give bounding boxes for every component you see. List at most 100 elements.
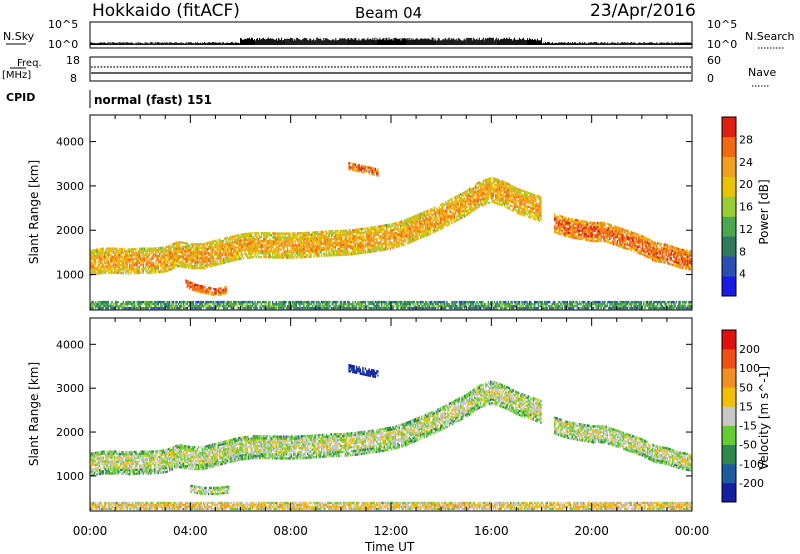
heatmap-cell (496, 186, 498, 189)
heatmap-cell (137, 261, 140, 264)
heatmap-cell (448, 209, 451, 212)
heatmap-cell (449, 218, 452, 221)
heatmap-cell (472, 191, 474, 194)
heatmap-cell (342, 241, 344, 245)
heatmap-cell (630, 245, 632, 248)
heatmap-cell (271, 242, 274, 245)
heatmap-cell (498, 201, 501, 204)
heatmap-cell (559, 232, 561, 236)
heatmap-cell (245, 246, 247, 250)
nsearch-tick-bottom: 10^0 (707, 38, 737, 51)
heatmap-cell (171, 267, 173, 270)
heatmap-cell (245, 244, 247, 248)
heatmap-cell (154, 255, 156, 258)
heatmap-cell (171, 251, 173, 254)
heatmap-cell (492, 177, 494, 180)
heatmap-cell (411, 226, 413, 229)
heatmap-cell (318, 238, 320, 242)
heatmap-cell (145, 251, 147, 254)
heatmap-cell (485, 198, 487, 202)
heatmap-cell (447, 219, 449, 223)
heatmap-cell (128, 266, 131, 269)
heatmap-cell (604, 237, 606, 241)
heatmap-cell (421, 216, 423, 219)
heatmap-cell (439, 221, 442, 225)
heatmap-cell (204, 252, 206, 256)
heatmap-cell (478, 185, 481, 188)
heatmap-cell (387, 231, 389, 235)
heatmap-cell (211, 250, 214, 253)
heatmap-cell (411, 232, 413, 235)
heatmap-cell (426, 210, 428, 213)
heatmap-cell (475, 187, 477, 191)
heatmap-cell (413, 235, 415, 238)
heatmap-cell (102, 249, 104, 252)
heatmap-cell (236, 258, 239, 261)
heatmap-cell (344, 233, 346, 236)
heatmap-cell (610, 224, 612, 227)
heatmap-cell (206, 262, 208, 265)
heatmap-cell (131, 268, 133, 271)
heatmap-cell (437, 210, 439, 214)
heatmap-cell (536, 212, 538, 216)
heatmap-cell (565, 226, 567, 230)
heatmap-cell (525, 192, 527, 196)
heatmap-cell (295, 234, 298, 237)
heatmap-cell (348, 239, 350, 242)
heatmap-cell (619, 243, 621, 246)
heatmap-cell (176, 261, 178, 264)
heatmap-cell (575, 218, 577, 222)
heatmap-cell (349, 247, 351, 250)
heatmap-cell (197, 267, 200, 270)
heatmap-cell (620, 227, 622, 230)
heatmap-cell (115, 249, 117, 252)
heatmap-cell (493, 187, 496, 190)
heatmap-cell (523, 198, 526, 201)
heatmap-cell (532, 207, 535, 210)
heatmap-cell (456, 215, 458, 218)
heatmap-cell (620, 233, 622, 236)
heatmap-cell (522, 207, 525, 211)
heatmap-cell (388, 241, 390, 244)
heatmap-cell (285, 232, 287, 235)
heatmap-cell (372, 232, 374, 235)
heatmap-cell (599, 221, 601, 225)
heatmap-cell (530, 210, 532, 213)
heatmap-cell (95, 272, 97, 276)
heatmap-cell (115, 255, 117, 258)
heatmap-cell (403, 221, 405, 224)
heatmap-cell (465, 190, 467, 193)
heatmap-cell (448, 223, 451, 226)
heatmap-cell (364, 229, 367, 232)
heatmap-cell (328, 242, 330, 245)
heatmap-cell (93, 263, 96, 266)
heatmap-cell (157, 266, 160, 270)
heatmap-cell (91, 257, 93, 260)
heatmap-cell (289, 244, 291, 247)
heatmap-cell (482, 179, 484, 183)
heatmap-cell (113, 269, 116, 272)
heatmap-cell (352, 246, 354, 250)
heatmap-cell (90, 261, 92, 265)
heatmap-cell (507, 191, 509, 194)
heatmap-cell (251, 232, 254, 235)
heatmap-cell (255, 251, 257, 255)
heatmap-cell (135, 249, 137, 253)
heatmap-cell (554, 228, 556, 232)
heatmap-cell (125, 260, 127, 263)
heatmap-cell (222, 261, 225, 264)
heatmap-cell (540, 208, 542, 211)
heatmap-cell (265, 244, 267, 247)
heatmap-cell (151, 261, 153, 264)
heatmap-cell (606, 232, 609, 236)
heatmap-cell (441, 211, 443, 214)
heatmap-cell (531, 201, 533, 204)
heatmap-cell (132, 260, 134, 263)
heatmap-cell (291, 234, 294, 237)
heatmap-cell (222, 257, 225, 260)
heatmap-cell (140, 263, 142, 266)
heatmap-cell (398, 240, 400, 244)
heatmap-cell (467, 203, 469, 206)
heatmap-cell (353, 246, 355, 250)
heatmap-cell (352, 229, 354, 232)
